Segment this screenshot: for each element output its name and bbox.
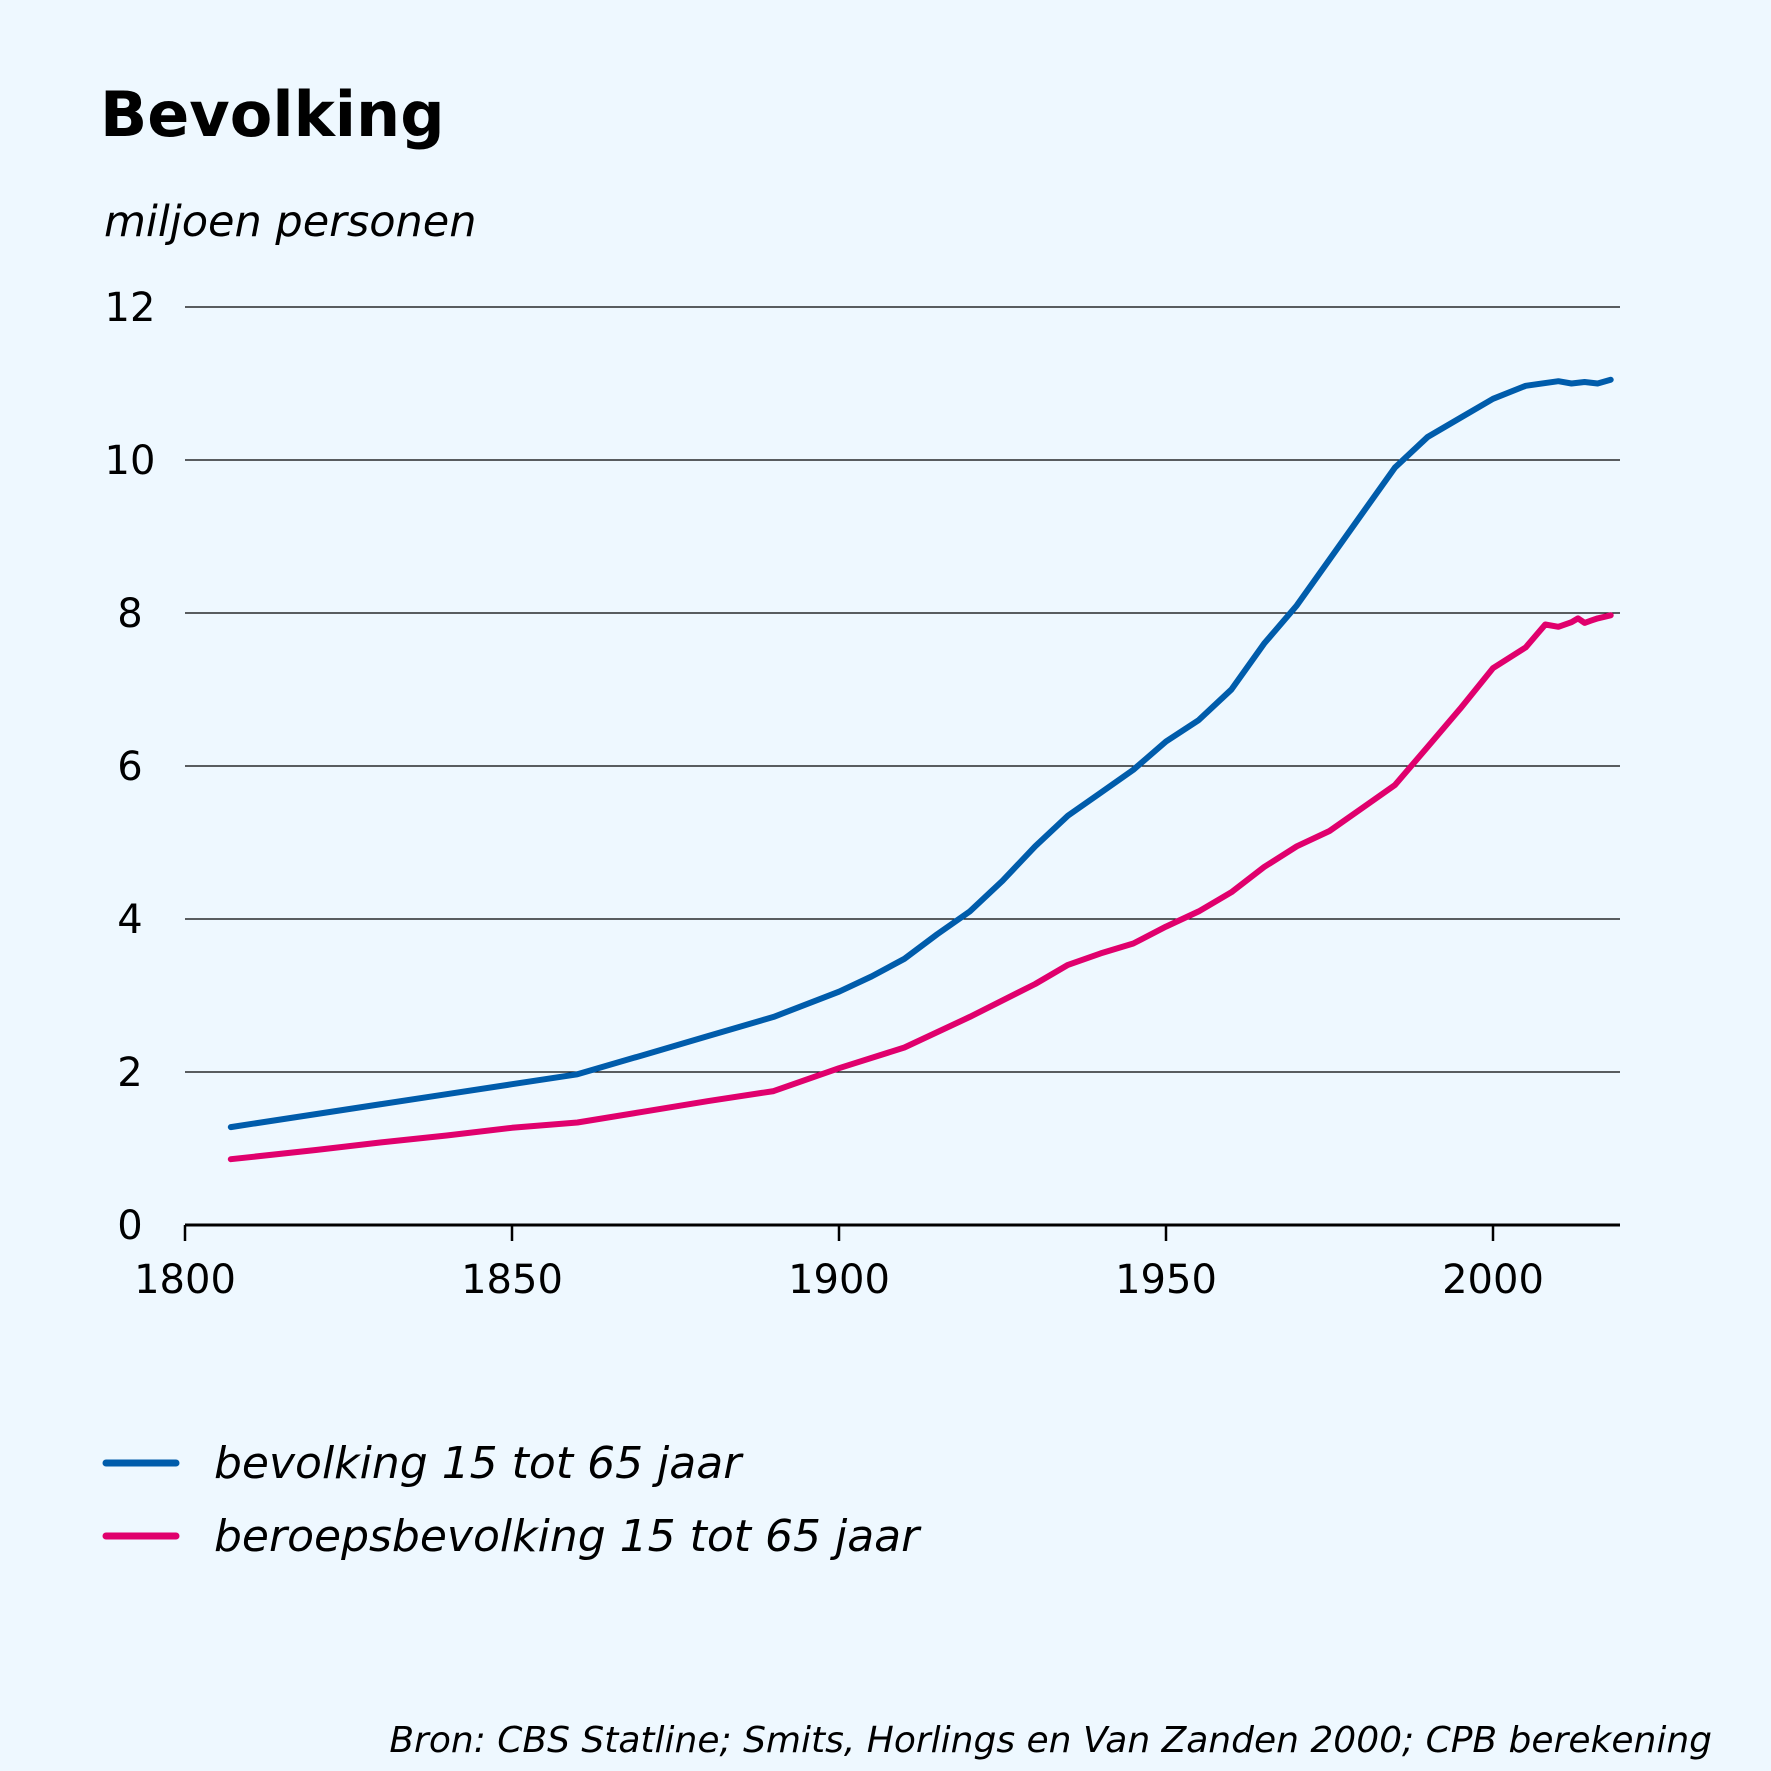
x-tick-label: 1900 <box>788 1257 890 1303</box>
y-axis-unit-label: miljoen personen <box>104 197 477 247</box>
y-tick-label: 2 <box>117 1050 142 1096</box>
series-lines <box>227 376 1614 1163</box>
gridlines <box>185 306 1620 1073</box>
series-line-bevolking <box>227 376 1614 1131</box>
legend-label: bevolking 15 tot 65 jaar <box>214 1438 744 1489</box>
chart-title: Bevolking <box>100 78 445 151</box>
source-note: Bron: CBS Statline; Smits, Horlings en V… <box>389 1720 1712 1761</box>
x-axis: 1800 1850 1900 1950 2000 <box>134 1223 1620 1303</box>
y-tick-label: 0 <box>117 1203 142 1249</box>
y-tick-label: 4 <box>117 897 142 943</box>
x-tick-label: 1850 <box>461 1257 563 1303</box>
x-tick-label: 1800 <box>134 1257 236 1303</box>
y-tick-label: 6 <box>117 744 142 790</box>
y-axis-ticks: 0 2 4 6 8 10 12 <box>105 285 156 1249</box>
x-tick-label: 1950 <box>1115 1257 1217 1303</box>
y-tick-label: 8 <box>117 591 142 637</box>
legend-label: beroepsbevolking 15 tot 65 jaar <box>214 1511 922 1562</box>
series-line-beroepsbevolking <box>227 612 1614 1163</box>
y-tick-label: 12 <box>105 285 156 331</box>
x-tick-label: 2000 <box>1442 1257 1544 1303</box>
y-tick-label: 10 <box>105 438 156 484</box>
legend: bevolking 15 tot 65 jaar beroepsbevolking… <box>102 1438 922 1562</box>
